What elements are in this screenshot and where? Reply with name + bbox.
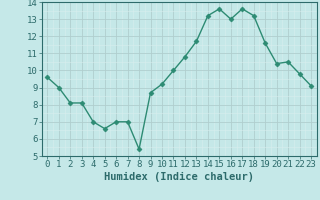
X-axis label: Humidex (Indice chaleur): Humidex (Indice chaleur) [104, 172, 254, 182]
